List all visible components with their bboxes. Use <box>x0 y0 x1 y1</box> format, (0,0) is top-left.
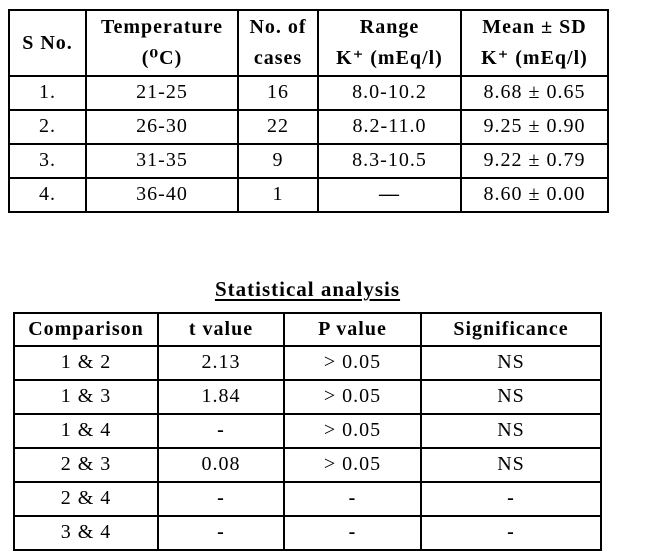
table-cell: 1 & 4 <box>13 413 159 449</box>
table-row: 1 & 2 2.13 > 0.05 NS <box>13 345 602 381</box>
table1-header-row: S No. Temperature (⁰C) No. of cases Rang… <box>8 9 609 77</box>
table-cell: NS <box>420 447 602 483</box>
table-cell: NS <box>420 413 602 449</box>
section-title: Statistical analysis <box>13 277 602 302</box>
table-row: 1. 21-25 16 8.0-10.2 8.68 ± 0.65 <box>8 75 609 111</box>
statistical-analysis-table: Comparison t value P value Significance … <box>13 312 602 551</box>
table-cell: 8.0-10.2 <box>317 75 462 111</box>
table-cell-dash: - <box>157 413 285 449</box>
header-line: Mean ± SD <box>482 16 587 38</box>
header-line: No. of <box>249 16 307 38</box>
table-cell-dash: - <box>283 515 422 551</box>
table-cell: 1 & 3 <box>13 379 159 415</box>
table-cell: 2 & 4 <box>13 481 159 517</box>
table-cell: 2. <box>8 109 87 145</box>
table-cell: NS <box>420 379 602 415</box>
header-line: (⁰C) <box>141 47 183 69</box>
table-row: 1 & 4 - > 0.05 NS <box>13 413 602 449</box>
table-cell: 2.13 <box>157 345 285 381</box>
table-cell: 26-30 <box>85 109 239 145</box>
table-cell-dash: — <box>317 177 462 213</box>
header-mean-sd-k: Mean ± SD K⁺ (mEq/l) <box>460 9 609 77</box>
table-cell: 1 & 2 <box>13 345 159 381</box>
table-cell-dash: - <box>420 481 602 517</box>
table-cell: 8.68 ± 0.65 <box>460 75 609 111</box>
table-row: 3 & 4 - - - <box>13 515 602 551</box>
temperature-k-table: S No. Temperature (⁰C) No. of cases Rang… <box>8 9 609 213</box>
table-cell-dash: - <box>157 515 285 551</box>
table-row: 1 & 3 1.84 > 0.05 NS <box>13 379 602 415</box>
table-cell: 16 <box>237 75 319 111</box>
table-cell: 3. <box>8 143 87 179</box>
header-significance: Significance <box>420 312 602 347</box>
table-cell-dash: - <box>283 481 422 517</box>
table-row: 2 & 4 - - - <box>13 481 602 517</box>
header-line: K⁺ (mEq/l) <box>481 47 588 69</box>
table-row: 2. 26-30 22 8.2-11.0 9.25 ± 0.90 <box>8 109 609 145</box>
header-t-value: t value <box>157 312 285 347</box>
table-cell: NS <box>420 345 602 381</box>
table-cell: > 0.05 <box>283 345 422 381</box>
header-range-k: Range K⁺ (mEq/l) <box>317 9 462 77</box>
table-cell: 31-35 <box>85 143 239 179</box>
table-cell: 1. <box>8 75 87 111</box>
header-no-of-cases: No. of cases <box>237 9 319 77</box>
header-p-value: P value <box>283 312 422 347</box>
table-cell: > 0.05 <box>283 447 422 483</box>
header-line: Temperature <box>100 16 224 38</box>
header-s-no: S No. <box>8 9 87 77</box>
table-cell: > 0.05 <box>283 379 422 415</box>
table2-header-row: Comparison t value P value Significance <box>13 312 602 347</box>
table-cell: 21-25 <box>85 75 239 111</box>
header-comparison: Comparison <box>13 312 159 347</box>
table-row: 4. 36-40 1 — 8.60 ± 0.00 <box>8 177 609 213</box>
table-cell: 2 & 3 <box>13 447 159 483</box>
table-cell: 8.60 ± 0.00 <box>460 177 609 213</box>
table-cell: 0.08 <box>157 447 285 483</box>
header-temperature: Temperature (⁰C) <box>85 9 239 77</box>
table-cell: 36-40 <box>85 177 239 213</box>
table-cell: 9.22 ± 0.79 <box>460 143 609 179</box>
header-line: Range <box>359 16 420 38</box>
table-cell: 22 <box>237 109 319 145</box>
table-cell: 8.2-11.0 <box>317 109 462 145</box>
table-cell: 9 <box>237 143 319 179</box>
table-cell: > 0.05 <box>283 413 422 449</box>
table-row: 3. 31-35 9 8.3-10.5 9.22 ± 0.79 <box>8 143 609 179</box>
table-cell: 9.25 ± 0.90 <box>460 109 609 145</box>
table-cell: 1.84 <box>157 379 285 415</box>
table-cell: 4. <box>8 177 87 213</box>
table-cell-dash: - <box>157 481 285 517</box>
table-cell: 3 & 4 <box>13 515 159 551</box>
section-title-text: Statistical analysis <box>214 277 401 301</box>
table-cell: 1 <box>237 177 319 213</box>
table-cell: 8.3-10.5 <box>317 143 462 179</box>
header-line: cases <box>253 47 303 69</box>
header-line: S No. <box>22 31 73 54</box>
table-cell-dash: - <box>420 515 602 551</box>
table-row: 2 & 3 0.08 > 0.05 NS <box>13 447 602 483</box>
header-line: K⁺ (mEq/l) <box>336 47 443 69</box>
